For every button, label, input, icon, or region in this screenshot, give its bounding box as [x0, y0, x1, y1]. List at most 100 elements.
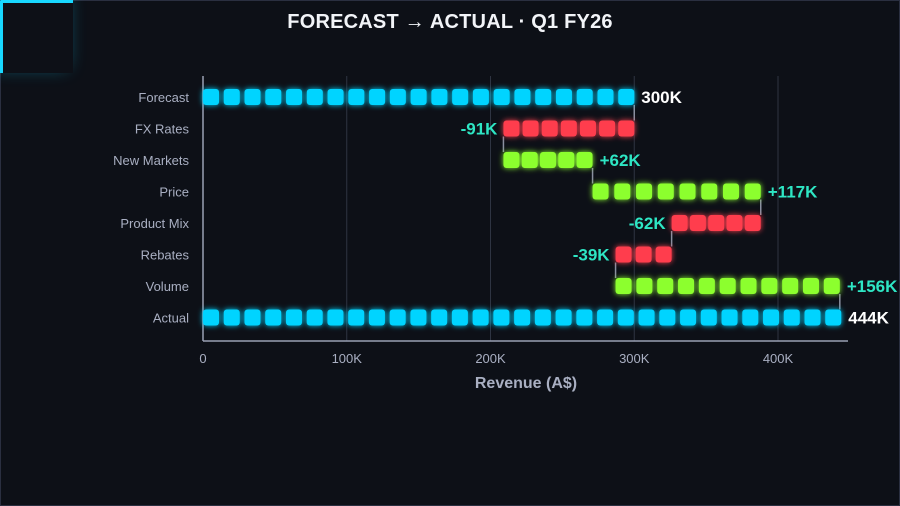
labels: 300K -91K +62K +117K -62K -39K +156K 444K: [461, 88, 899, 328]
data-label-3: +117K: [768, 183, 818, 202]
bar-3-segment-2: [636, 183, 653, 200]
category-label-3: Price: [159, 185, 189, 200]
bar-5-segment-1: [635, 246, 652, 263]
bar-7-segment-25: [721, 309, 738, 326]
bar-7-segment-19: [597, 309, 614, 326]
bar-7-segment-4: [285, 309, 302, 326]
x-tick-label-0: 0: [199, 351, 206, 366]
bar-3-segment-7: [744, 183, 761, 200]
bar-3: [592, 183, 761, 200]
chart-title: FORECAST → ACTUAL · Q1 FY26: [287, 11, 612, 33]
bar-7-segment-26: [742, 309, 759, 326]
data-label-5: -39K: [573, 246, 611, 265]
bar-6-segment-0: [615, 278, 632, 294]
bar-0: [203, 89, 635, 105]
bar-2-segment-3: [558, 152, 575, 168]
bar-0-segment-13: [472, 89, 489, 105]
bar-7-segment-6: [327, 309, 344, 326]
bar-7-segment-23: [680, 309, 697, 326]
bar-6: [615, 278, 840, 294]
category-label-0: Forecast: [138, 90, 189, 105]
bar-0-segment-8: [369, 89, 386, 105]
bar-3-segment-1: [614, 183, 631, 200]
connectors: [502, 105, 841, 310]
bar-7-segment-3: [265, 309, 282, 326]
bar-7-segment-1: [223, 309, 240, 326]
bar-7-segment-0: [203, 309, 219, 326]
bar-4-segment-3: [726, 215, 743, 231]
bar-7-segment-9: [389, 309, 406, 326]
bar-0-segment-16: [535, 89, 552, 105]
x-tick-label-4: 400K: [763, 351, 794, 366]
bar-3-segment-3: [657, 183, 674, 200]
bar-7-segment-29: [804, 309, 821, 326]
bar-7-segment-8: [368, 309, 385, 326]
bar-0-segment-20: [618, 89, 635, 105]
x-tick-label-3: 300K: [619, 351, 650, 366]
bar-4-segment-1: [689, 215, 706, 231]
category-label-5: Rebates: [141, 248, 190, 263]
bar-2-segment-1: [521, 152, 538, 168]
data-label-1: -91K: [461, 120, 499, 139]
data-label-4: -62K: [629, 214, 667, 233]
bar-6-segment-7: [761, 278, 778, 294]
bar-2-segment-4: [576, 152, 593, 168]
bar-7-segment-11: [431, 309, 448, 326]
bar-6-segment-10: [823, 278, 840, 294]
bar-7-segment-2: [244, 309, 261, 326]
bar-7-segment-14: [493, 309, 510, 326]
bar-1: [503, 120, 635, 137]
bar-0-segment-7: [348, 89, 365, 105]
bar-0-segment-15: [514, 89, 531, 105]
corner-glow-decoration: [0, 0, 73, 73]
bar-0-segment-9: [389, 89, 406, 105]
category-label-4: Product Mix: [120, 216, 189, 231]
bar-6-segment-1: [636, 278, 653, 294]
data-label-2: +62K: [600, 151, 642, 170]
category-label-1: FX Rates: [135, 122, 190, 137]
bar-1-segment-0: [503, 120, 520, 137]
category-label-6: Volume: [146, 279, 189, 294]
data-label-7: 444K: [848, 309, 889, 328]
bar-5: [615, 246, 672, 263]
bar-6-segment-2: [657, 278, 674, 294]
bar-1-segment-5: [599, 120, 616, 137]
bar-0-segment-4: [286, 89, 303, 105]
bar-0-segment-0: [203, 89, 219, 105]
bar-5-segment-0: [615, 246, 632, 263]
bars: [203, 89, 842, 326]
bar-7-segment-5: [306, 309, 323, 326]
bar-6-segment-6: [740, 278, 757, 294]
bar-7-segment-20: [617, 309, 634, 326]
bar-3-segment-5: [701, 183, 718, 200]
bar-1-segment-1: [522, 120, 539, 137]
x-axis-title: Revenue (A$): [475, 375, 577, 392]
bar-7-segment-27: [763, 309, 780, 326]
axes: 0 100K 200K 300K 400K Forecast FX Rates New Mar…: [113, 76, 848, 366]
bar-7-segment-21: [638, 309, 655, 326]
bar-0-segment-17: [555, 89, 572, 105]
bar-7-segment-17: [555, 309, 572, 326]
bar-0-segment-5: [306, 89, 323, 105]
grid-lines: [346, 76, 779, 341]
data-label-6: +156K: [847, 277, 898, 296]
bar-0-segment-14: [493, 89, 510, 105]
bar-7-segment-12: [451, 309, 468, 326]
x-tick-label-1: 100K: [332, 351, 363, 366]
bar-0-segment-2: [244, 89, 261, 105]
bar-1-segment-3: [560, 120, 577, 137]
bar-0-segment-12: [452, 89, 469, 105]
bar-0-segment-10: [410, 89, 427, 105]
bar-7: [203, 309, 842, 326]
bar-1-segment-4: [579, 120, 596, 137]
bar-5-segment-2: [655, 246, 672, 263]
bar-4-segment-2: [708, 215, 725, 231]
bar-0-segment-11: [431, 89, 448, 105]
bar-1-segment-2: [541, 120, 558, 137]
bar-4-segment-0: [671, 215, 688, 231]
bar-7-segment-24: [700, 309, 717, 326]
bar-7-segment-16: [534, 309, 551, 326]
bar-2: [503, 152, 593, 168]
bar-0-segment-6: [327, 89, 344, 105]
